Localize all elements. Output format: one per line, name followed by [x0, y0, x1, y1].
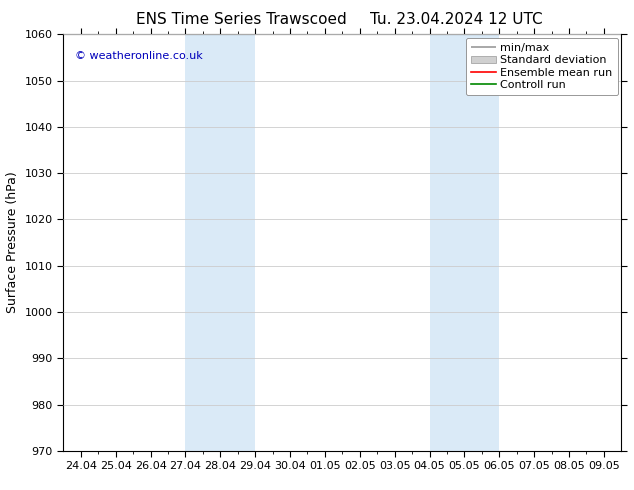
Legend: min/max, Standard deviation, Ensemble mean run, Controll run: min/max, Standard deviation, Ensemble me…: [466, 38, 618, 96]
Bar: [185, 34, 255, 451]
Text: © weatheronline.co.uk: © weatheronline.co.uk: [75, 51, 202, 61]
Text: Tu. 23.04.2024 12 UTC: Tu. 23.04.2024 12 UTC: [370, 12, 543, 27]
Text: ENS Time Series Trawscoed: ENS Time Series Trawscoed: [136, 12, 346, 27]
Bar: [429, 34, 500, 451]
Y-axis label: Surface Pressure (hPa): Surface Pressure (hPa): [6, 172, 19, 314]
